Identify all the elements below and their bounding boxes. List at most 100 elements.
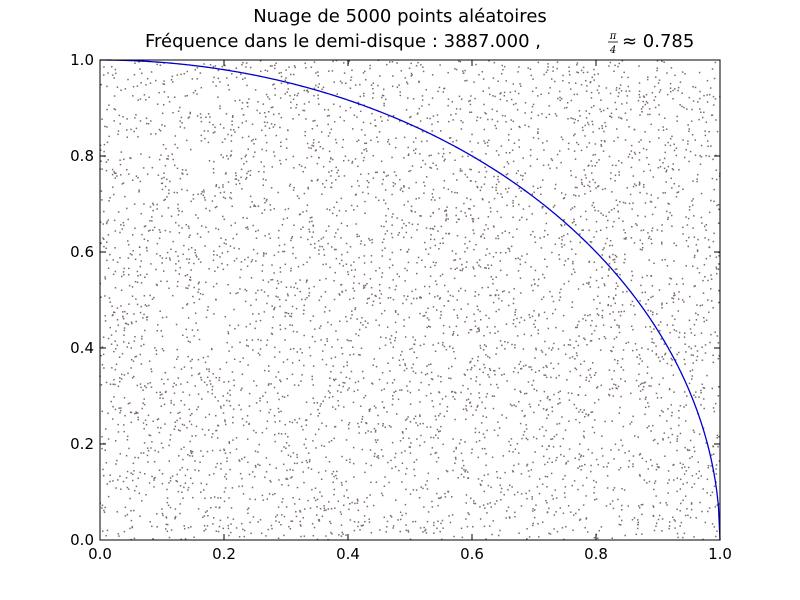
scatter-point <box>630 108 632 111</box>
scatter-point <box>672 464 674 466</box>
scatter-point <box>333 493 335 496</box>
scatter-point <box>534 236 536 238</box>
scatter-point <box>464 441 466 443</box>
scatter-point <box>347 423 350 426</box>
scatter-point <box>186 258 188 260</box>
scatter-point <box>487 355 489 358</box>
scatter-point <box>490 486 492 489</box>
scatter-point <box>129 402 131 404</box>
scatter-point <box>145 247 148 249</box>
scatter-point <box>673 519 675 521</box>
scatter-point <box>481 447 484 450</box>
scatter-point <box>534 371 537 373</box>
scatter-point <box>469 402 471 404</box>
scatter-point <box>588 281 590 284</box>
scatter-point <box>439 497 441 500</box>
scatter-point <box>424 484 427 486</box>
scatter-point <box>189 279 192 281</box>
scatter-point <box>147 382 149 385</box>
scatter-point <box>687 245 689 248</box>
scatter-point <box>613 487 616 489</box>
scatter-point <box>331 395 334 398</box>
scatter-point <box>369 278 372 280</box>
scatter-point <box>331 70 334 72</box>
scatter-point <box>175 384 177 386</box>
scatter-point <box>676 191 678 194</box>
scatter-point <box>222 156 224 159</box>
scatter-point <box>280 281 283 283</box>
scatter-point <box>448 326 451 328</box>
scatter-point <box>292 252 294 255</box>
scatter-point <box>146 173 149 175</box>
scatter-point <box>453 350 455 353</box>
scatter-point <box>715 473 718 475</box>
scatter-point <box>583 415 586 418</box>
scatter-point <box>169 480 172 482</box>
scatter-point <box>133 313 135 315</box>
scatter-point <box>460 308 462 310</box>
scatter-point <box>564 224 566 226</box>
scatter-point <box>130 128 132 131</box>
scatter-point <box>125 454 128 457</box>
scatter-point <box>587 414 589 417</box>
scatter-point <box>117 431 120 433</box>
scatter-point <box>270 106 273 109</box>
scatter-point <box>524 414 526 417</box>
scatter-point <box>106 141 109 144</box>
scatter-point <box>432 196 434 198</box>
scatter-point <box>415 489 418 491</box>
scatter-point <box>580 83 583 86</box>
scatter-point <box>115 348 117 350</box>
scatter-point <box>479 318 482 321</box>
scatter-point <box>313 139 315 141</box>
scatter-point <box>222 215 224 218</box>
scatter-point <box>655 495 657 497</box>
scatter-point <box>353 390 356 393</box>
scatter-point <box>497 175 499 178</box>
scatter-point <box>537 132 539 135</box>
scatter-point <box>141 407 144 410</box>
scatter-point <box>623 261 625 264</box>
scatter-point <box>252 349 254 351</box>
scatter-point <box>419 401 421 403</box>
scatter-point <box>284 433 287 435</box>
scatter-point <box>611 500 614 502</box>
scatter-point <box>101 118 103 120</box>
scatter-point <box>238 248 240 250</box>
scatter-point <box>122 424 125 426</box>
scatter-point <box>179 430 181 432</box>
scatter-point <box>139 515 141 517</box>
scatter-point <box>167 96 169 98</box>
scatter-point <box>517 371 519 374</box>
scatter-point <box>174 269 177 272</box>
scatter-point <box>664 151 666 154</box>
scatter-point <box>692 429 695 432</box>
scatter-point <box>259 112 261 114</box>
scatter-point <box>205 207 207 210</box>
scatter-point <box>127 78 129 81</box>
scatter-point <box>454 392 457 394</box>
scatter-point <box>161 512 164 515</box>
scatter-point <box>419 120 422 122</box>
scatter-point <box>353 529 356 532</box>
scatter-point <box>567 344 570 346</box>
scatter-point <box>224 452 227 455</box>
scatter-point <box>415 181 417 184</box>
scatter-point <box>410 115 412 118</box>
scatter-point <box>102 468 104 471</box>
scatter-point <box>318 141 320 143</box>
scatter-point <box>679 432 682 435</box>
scatter-point <box>227 250 229 253</box>
scatter-point <box>652 295 654 298</box>
scatter-point <box>644 406 647 409</box>
scatter-point <box>516 335 519 337</box>
scatter-point <box>233 247 235 249</box>
scatter-point <box>589 276 592 279</box>
scatter-point <box>224 197 227 200</box>
scatter-point <box>123 327 126 329</box>
scatter-point <box>707 467 710 469</box>
scatter-point <box>546 366 548 368</box>
scatter-point <box>454 191 456 194</box>
scatter-point <box>624 534 626 537</box>
scatter-point <box>362 324 364 326</box>
